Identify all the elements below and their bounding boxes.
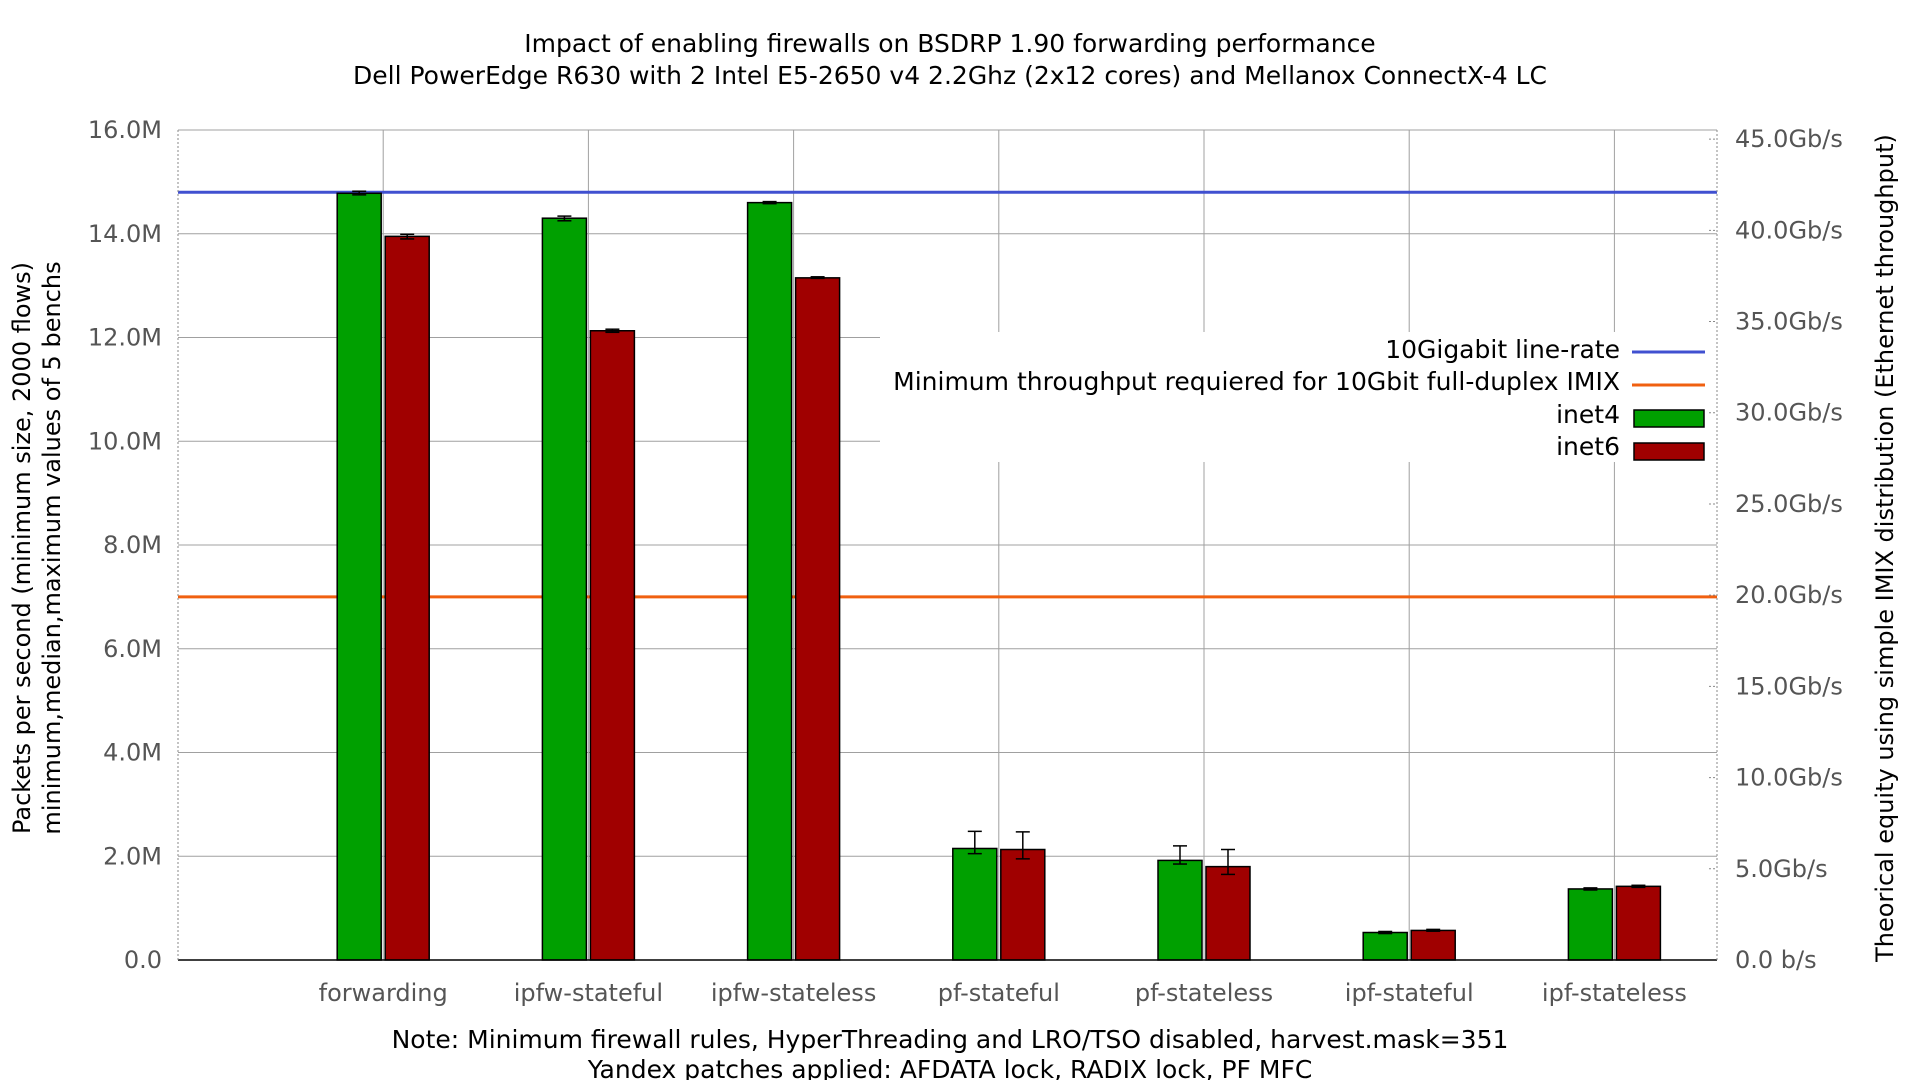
bar-inet6 bbox=[1615, 885, 1662, 961]
bar-inet4 bbox=[541, 217, 588, 961]
y2-tick-label: 35.0Gb/s bbox=[1735, 308, 1843, 336]
note-line-1: Note: Minimum firewall rules, HyperThrea… bbox=[392, 1025, 1509, 1054]
bar-inet6 bbox=[1410, 929, 1456, 961]
x-tick-label: ipf-stateful bbox=[1345, 979, 1474, 1007]
y-axis-label-2: minimum,median,maximum values of 5 bench… bbox=[38, 261, 66, 834]
y2-tick-label: 40.0Gb/s bbox=[1735, 216, 1843, 244]
y-tick-label: 4.0M bbox=[103, 739, 162, 767]
legend-label-inet6: inet6 bbox=[1556, 432, 1620, 461]
note-line-2: Yandex patches applied: AFDATA lock, RAD… bbox=[587, 1055, 1313, 1080]
y2-tick-label: 0.0 b/s bbox=[1735, 946, 1817, 974]
bar-inet4 bbox=[746, 201, 793, 961]
y2-tick-label: 45.0Gb/s bbox=[1735, 125, 1843, 153]
chart-subtitle: Dell PowerEdge R630 with 2 Intel E5-2650… bbox=[353, 61, 1547, 90]
legend-swatch-inet6 bbox=[1633, 442, 1705, 461]
bar-inet6 bbox=[794, 277, 841, 961]
y-axis-label: Packets per second (minimum size, 2000 f… bbox=[8, 262, 36, 834]
x-tick-label: pf-stateful bbox=[938, 979, 1060, 1007]
reference-lines bbox=[178, 190, 1717, 599]
x-tick-label: forwarding bbox=[319, 979, 448, 1007]
y2-tick-label: 20.0Gb/s bbox=[1735, 581, 1843, 609]
y-tick-label: 16.0M bbox=[88, 116, 162, 144]
legend-swatch-inet4 bbox=[1633, 409, 1705, 428]
legend-label-imix: Minimum throughput requiered for 10Gbit … bbox=[893, 367, 1620, 396]
y2-tick-label: 15.0Gb/s bbox=[1735, 672, 1843, 700]
x-tick-label: ipfw-stateless bbox=[711, 979, 876, 1007]
y-tick-label: 2.0M bbox=[103, 842, 162, 870]
chart-title: Impact of enabling firewalls on BSDRP 1.… bbox=[524, 29, 1375, 58]
bar-inet6 bbox=[1000, 848, 1046, 961]
axes: 0.0 2.0M 4.0M 6.0M 8.0M 10.0M 12.0M 14.0M 16.0M f… bbox=[88, 116, 1843, 1007]
x-tick-label: ipfw-stateful bbox=[514, 979, 663, 1007]
y2-tick-label: 25.0Gb/s bbox=[1735, 490, 1843, 518]
y-tick-label: 6.0M bbox=[103, 635, 162, 663]
y2-tick-label: 30.0Gb/s bbox=[1735, 399, 1843, 427]
bar-inet4 bbox=[1362, 931, 1408, 961]
y-tick-label: 8.0M bbox=[103, 531, 162, 559]
legend-label-inet4: inet4 bbox=[1556, 400, 1620, 429]
bar-inet6 bbox=[1205, 865, 1251, 961]
bar-inet4 bbox=[336, 192, 382, 961]
legend-background bbox=[880, 332, 1720, 462]
y2-tick-label: 10.0Gb/s bbox=[1735, 764, 1843, 792]
bars bbox=[336, 190, 1662, 961]
y2-axis-label: Theorical equity using simple IMIX distr… bbox=[1871, 134, 1899, 963]
y-tick-label: 10.0M bbox=[88, 427, 162, 455]
y2-tick-label: 5.0Gb/s bbox=[1735, 855, 1828, 883]
y-tick-label: 12.0M bbox=[88, 324, 162, 352]
legend: 10Gigabit line-rate Minimum throughput r… bbox=[893, 335, 1705, 461]
bar-inet6 bbox=[384, 235, 430, 961]
y-tick-label: 0.0 bbox=[124, 946, 162, 974]
legend-label-line-rate: 10Gigabit line-rate bbox=[1385, 335, 1620, 364]
y-tick-label: 14.0M bbox=[88, 220, 162, 248]
bar-inet4 bbox=[952, 847, 998, 961]
bar-inet6 bbox=[589, 330, 636, 961]
bar-inet4 bbox=[1567, 888, 1614, 961]
x-tick-label: pf-stateless bbox=[1135, 979, 1273, 1007]
x-tick-label: ipf-stateless bbox=[1542, 979, 1687, 1007]
bar-inet4 bbox=[1157, 859, 1203, 961]
